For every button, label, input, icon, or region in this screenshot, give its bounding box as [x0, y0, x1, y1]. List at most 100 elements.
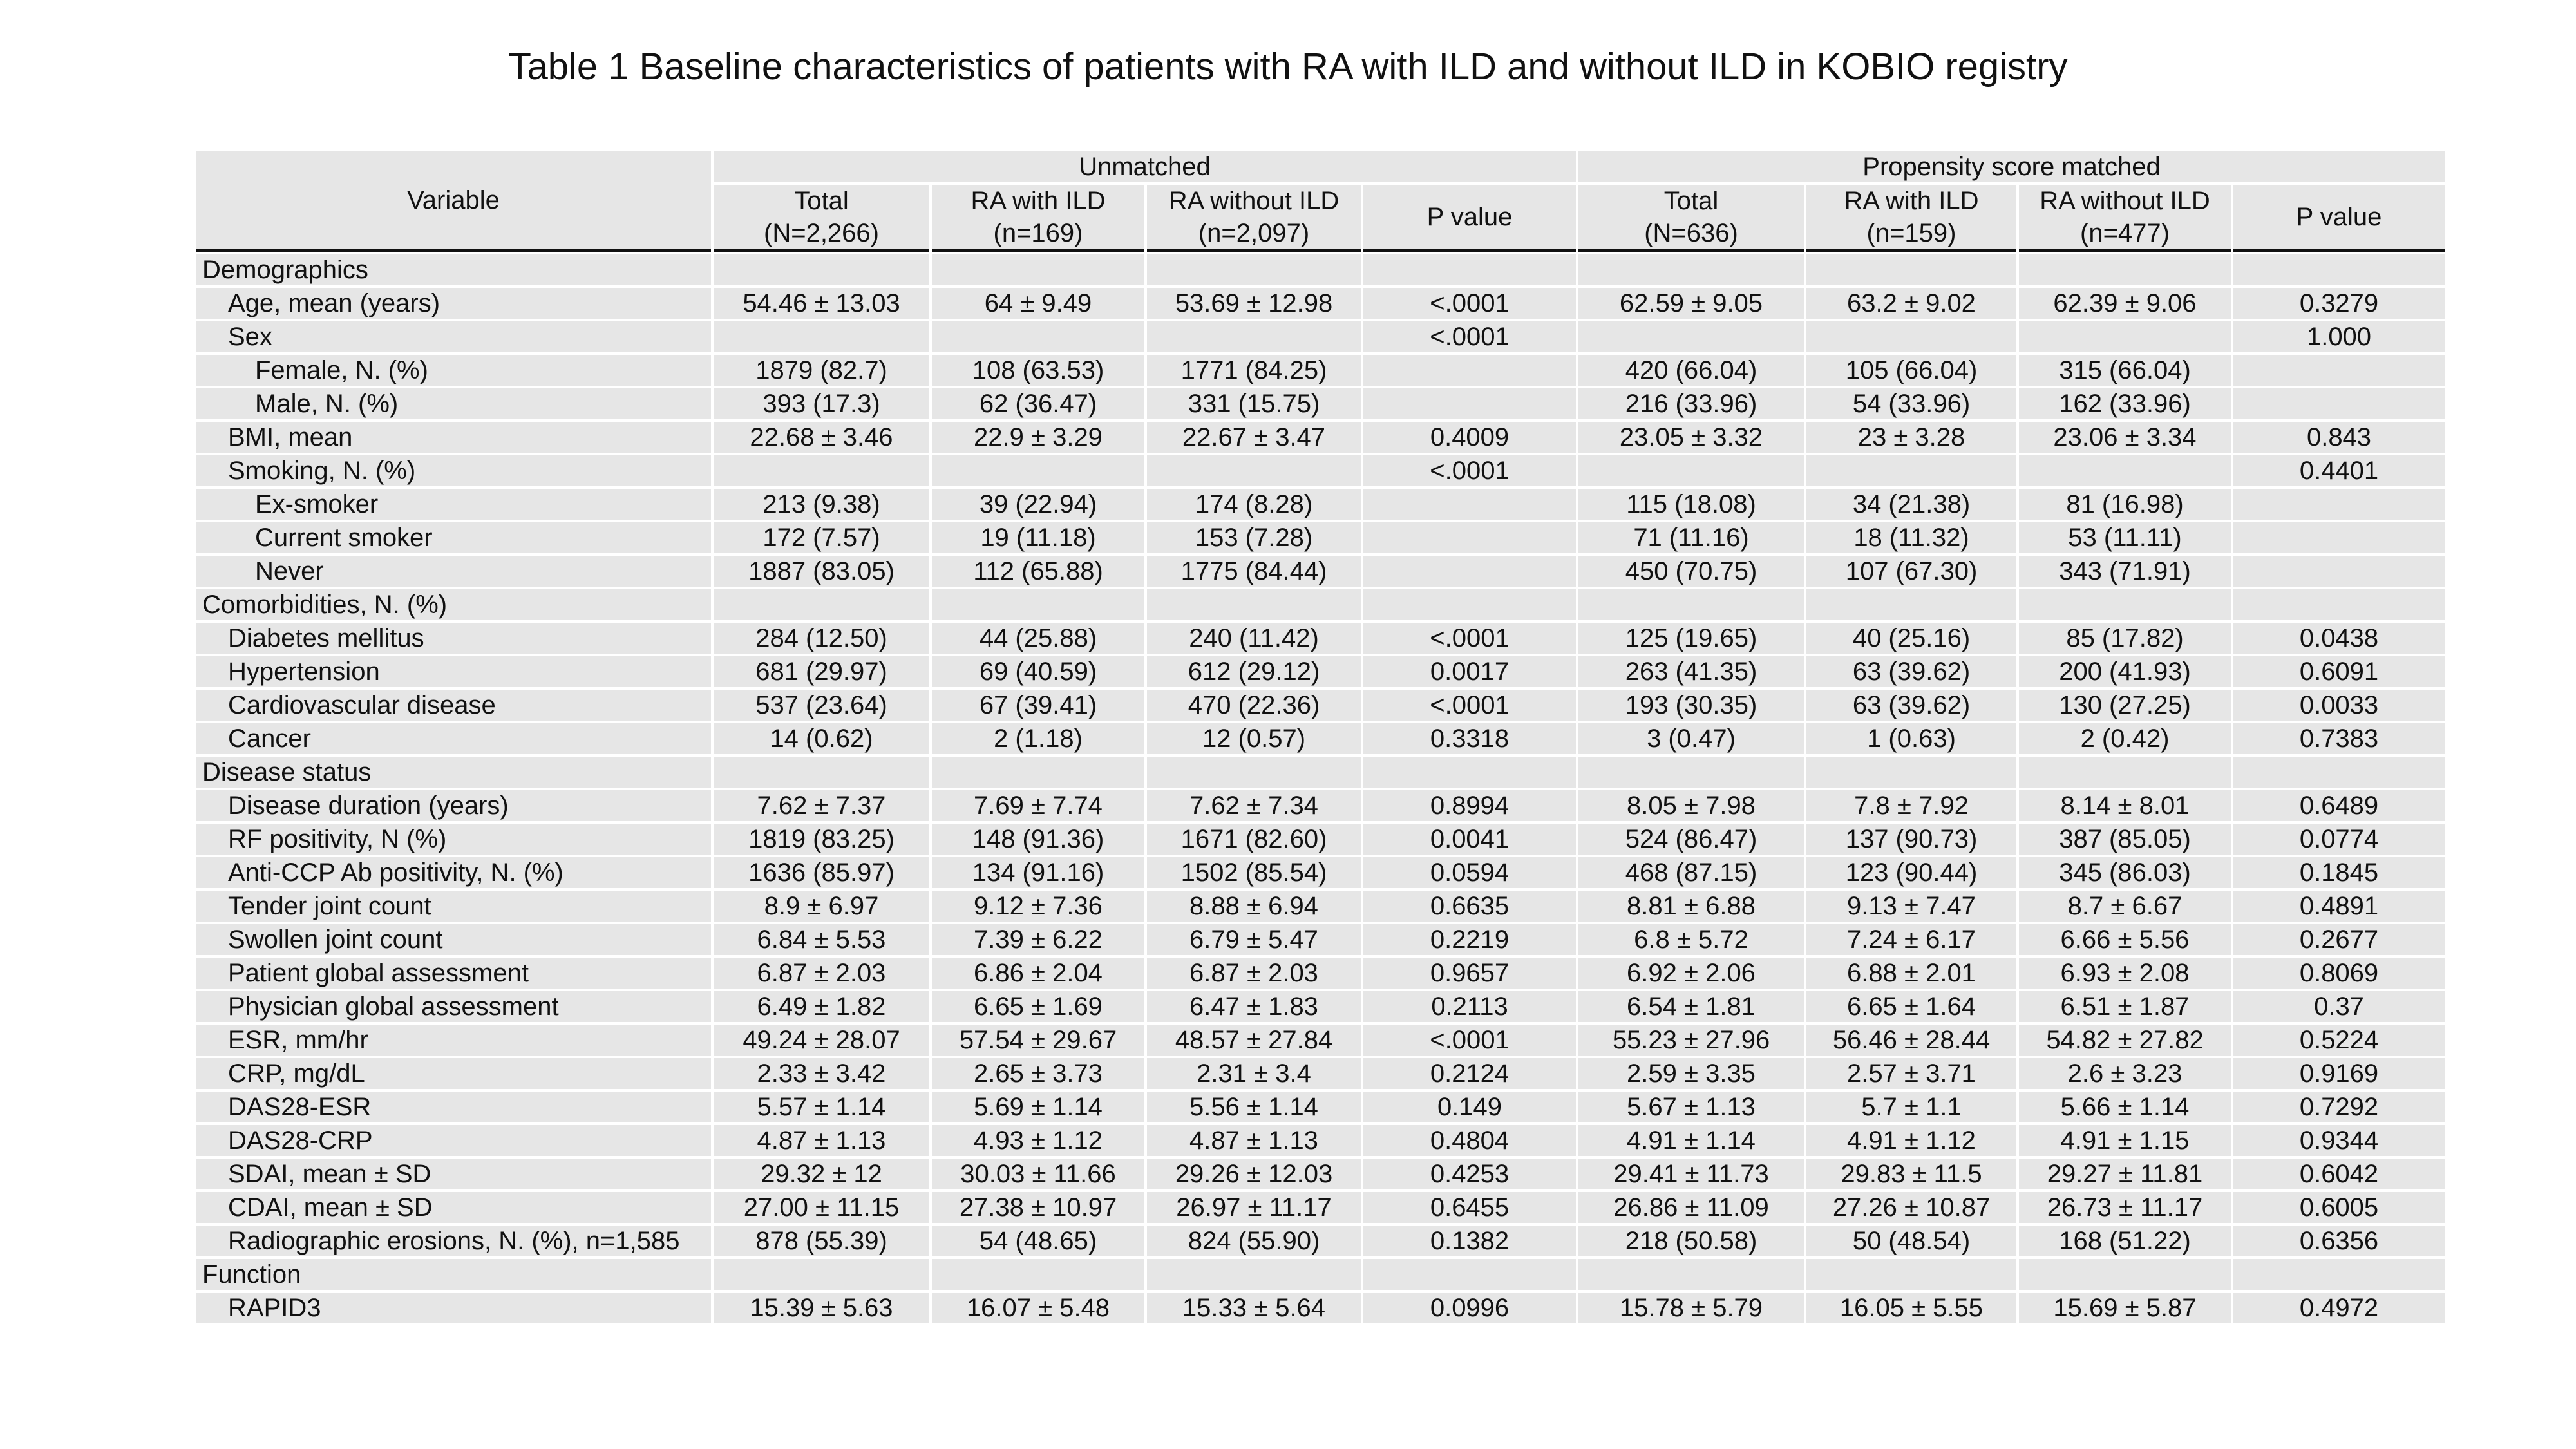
p-value-cell: [2233, 355, 2445, 386]
value-cell: 130 (27.25): [2019, 690, 2231, 721]
value-cell: 2 (0.42): [2019, 723, 2231, 754]
row-label: Hypertension: [196, 656, 711, 687]
value-cell: 2.31 ± 3.4: [1147, 1058, 1361, 1089]
row-label: RAPID3: [196, 1293, 711, 1323]
value-cell: 62.39 ± 9.06: [2019, 288, 2231, 319]
p-value-cell: 0.4253: [1363, 1159, 1576, 1189]
p-value-cell: [1363, 522, 1576, 553]
value-cell: 2.57 ± 3.71: [1806, 1058, 2016, 1089]
value-cell: 2.6 ± 3.23: [2019, 1058, 2231, 1089]
value-cell: 9.13 ± 7.47: [1806, 891, 2016, 922]
value-cell: 63 (39.62): [1806, 656, 2016, 687]
value-cell: 2 (1.18): [932, 723, 1144, 754]
value-cell: 18 (11.32): [1806, 522, 2016, 553]
value-cell: 40 (25.16): [1806, 623, 2016, 654]
value-cell: 824 (55.90): [1147, 1226, 1361, 1256]
value-cell: 23.05 ± 3.32: [1578, 422, 1804, 453]
value-cell: 5.69 ± 1.14: [932, 1092, 1144, 1122]
row-label: Female, N. (%): [196, 355, 711, 386]
row-label: CRP, mg/dL: [196, 1058, 711, 1089]
baseline-characteristics-table: Variable Unmatched Propensity score matc…: [193, 149, 2448, 1326]
p-value-cell: 0.2124: [1363, 1058, 1576, 1089]
value-cell: [1806, 321, 2016, 352]
table-row: Female, N. (%) 1879 (82.7) 108 (63.53) 1771…: [196, 355, 2445, 386]
value-cell: 3 (0.47): [1578, 723, 1804, 754]
table-row: Function: [196, 1259, 2445, 1290]
value-cell: 387 (85.05): [2019, 824, 2231, 855]
value-cell: 218 (50.58): [1578, 1226, 1804, 1256]
value-cell: 524 (86.47): [1578, 824, 1804, 855]
p-value-cell: <.0001: [1363, 690, 1576, 721]
p-value-cell: 0.7292: [2233, 1092, 2445, 1122]
value-cell: 6.93 ± 2.08: [2019, 958, 2231, 989]
table-row: Disease duration (years) 7.62 ± 7.37 7.69 …: [196, 790, 2445, 821]
value-cell: [1147, 455, 1361, 486]
row-label: Male, N. (%): [196, 388, 711, 419]
value-cell: 22.9 ± 3.29: [932, 422, 1144, 453]
p-value-cell: [2233, 1259, 2445, 1290]
row-label: Cancer: [196, 723, 711, 754]
value-cell: 8.9 ± 6.97: [714, 891, 929, 922]
value-cell: 7.69 ± 7.74: [932, 790, 1144, 821]
section-label: Function: [196, 1259, 711, 1290]
value-cell: 15.39 ± 5.63: [714, 1293, 929, 1323]
p-value-cell: 0.3279: [2233, 288, 2445, 319]
value-cell: 193 (30.35): [1578, 690, 1804, 721]
row-label: Ex-smoker: [196, 489, 711, 520]
value-cell: [932, 455, 1144, 486]
value-cell: [1147, 254, 1361, 285]
value-cell: 7.8 ± 7.92: [1806, 790, 2016, 821]
row-label: Tender joint count: [196, 891, 711, 922]
row-label: Cardiovascular disease: [196, 690, 711, 721]
value-cell: 29.26 ± 12.03: [1147, 1159, 1361, 1189]
value-cell: 39 (22.94): [932, 489, 1144, 520]
value-cell: 15.69 ± 5.87: [2019, 1293, 2231, 1323]
table-row: Swollen joint count 6.84 ± 5.53 7.39 ± 6.2…: [196, 924, 2445, 955]
row-label: SDAI, mean ± SD: [196, 1159, 711, 1189]
column-header-n: (N=2,266): [764, 219, 879, 247]
p-value-cell: 0.0017: [1363, 656, 1576, 687]
table-row: Never 1887 (83.05) 112 (65.88) 1775 (84.44)…: [196, 556, 2445, 587]
p-value-cell: [1363, 1259, 1576, 1290]
column-header-label: RA with ILD: [1844, 187, 1979, 215]
value-cell: 468 (87.15): [1578, 857, 1804, 888]
table-row: BMI, mean 22.68 ± 3.46 22.9 ± 3.29 22.67 ± …: [196, 422, 2445, 453]
row-label: Diabetes mellitus: [196, 623, 711, 654]
value-cell: [2019, 254, 2231, 285]
value-cell: 22.67 ± 3.47: [1147, 422, 1361, 453]
table-row: CRP, mg/dL 2.33 ± 3.42 2.65 ± 3.73 2.31 ± 3…: [196, 1058, 2445, 1089]
value-cell: 30.03 ± 11.66: [932, 1159, 1144, 1189]
value-cell: 29.41 ± 11.73: [1578, 1159, 1804, 1189]
p-value-cell: 0.4891: [2233, 891, 2445, 922]
table-row: Cardiovascular disease 537 (23.64) 67 (39.…: [196, 690, 2445, 721]
p-value-cell: [1363, 556, 1576, 587]
value-cell: 6.88 ± 2.01: [1806, 958, 2016, 989]
matched-group-header: Propensity score matched: [1578, 151, 2445, 182]
value-cell: 4.91 ± 1.14: [1578, 1125, 1804, 1156]
value-cell: 6.8 ± 5.72: [1578, 924, 1804, 955]
p-value-cell: 0.8069: [2233, 958, 2445, 989]
value-cell: [2019, 757, 2231, 788]
table-row: DAS28-CRP 4.87 ± 1.13 4.93 ± 1.12 4.87 ± 1.…: [196, 1125, 2445, 1156]
value-cell: [2019, 455, 2231, 486]
unmatched-group-header: Unmatched: [714, 151, 1576, 182]
value-cell: 1636 (85.97): [714, 857, 929, 888]
p-value-cell: 1.000: [2233, 321, 2445, 352]
value-cell: 22.68 ± 3.46: [714, 422, 929, 453]
value-cell: 5.56 ± 1.14: [1147, 1092, 1361, 1122]
value-cell: 69 (40.59): [932, 656, 1144, 687]
column-header-n: (n=2,097): [1198, 219, 1310, 247]
row-label: Age, mean (years): [196, 288, 711, 319]
value-cell: 6.87 ± 2.03: [714, 958, 929, 989]
value-cell: 62.59 ± 9.05: [1578, 288, 1804, 319]
value-cell: 19 (11.18): [932, 522, 1144, 553]
p-value-cell: 0.2219: [1363, 924, 1576, 955]
p-value-cell: [2233, 757, 2445, 788]
column-header: RA without ILD (n=477): [2019, 185, 2231, 252]
table-row: Sex <.0001 1.000: [196, 321, 2445, 352]
table-title: Table 1 Baseline characteristics of pati…: [508, 46, 2068, 88]
value-cell: 2.33 ± 3.42: [714, 1058, 929, 1089]
value-cell: 81 (16.98): [2019, 489, 2231, 520]
p-value-cell: 0.6455: [1363, 1192, 1576, 1223]
value-cell: 14 (0.62): [714, 723, 929, 754]
